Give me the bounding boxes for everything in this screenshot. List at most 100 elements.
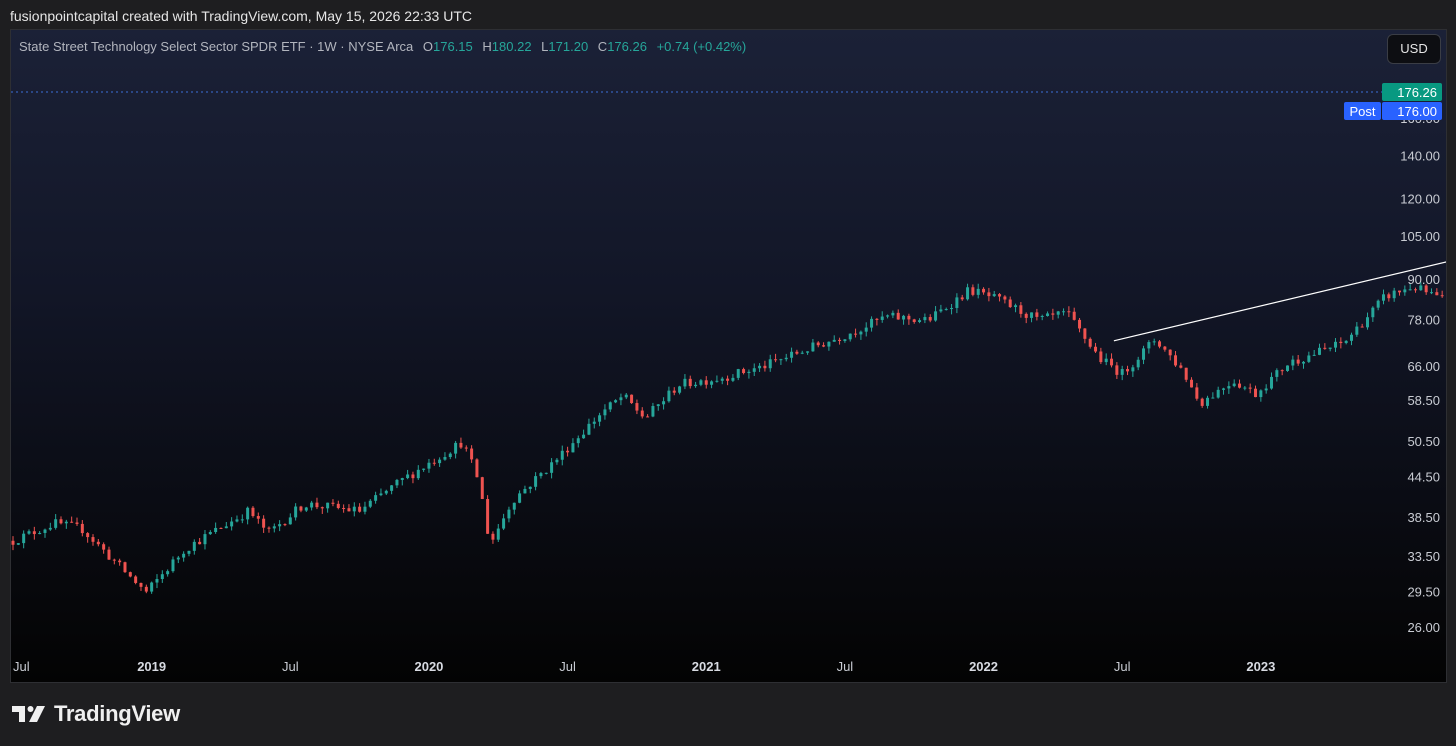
candle-body[interactable] <box>384 490 388 494</box>
candle-body[interactable] <box>251 507 255 517</box>
candle-body[interactable] <box>32 531 36 535</box>
candle-body[interactable] <box>763 365 767 369</box>
candle-body[interactable] <box>800 352 804 354</box>
candle-body[interactable] <box>358 506 362 512</box>
candle-body[interactable] <box>1088 338 1092 347</box>
candle-body[interactable] <box>1040 316 1044 318</box>
candle-body[interactable] <box>1131 367 1135 372</box>
candle-body[interactable] <box>1419 285 1423 291</box>
candle-body[interactable] <box>907 315 911 320</box>
candle-body[interactable] <box>128 572 132 577</box>
candle-body[interactable] <box>1222 388 1226 390</box>
candle-body[interactable] <box>587 423 591 435</box>
candle-body[interactable] <box>363 506 367 512</box>
candle-body[interactable] <box>1019 305 1023 314</box>
candle-body[interactable] <box>1110 358 1114 366</box>
candle-body[interactable] <box>640 410 644 417</box>
candle-body[interactable] <box>523 488 527 494</box>
candle-body[interactable] <box>1344 340 1348 344</box>
candle-body[interactable] <box>208 532 212 535</box>
candle-body[interactable] <box>486 499 490 534</box>
candle-body[interactable] <box>667 390 671 402</box>
candle-body[interactable] <box>427 462 431 469</box>
candle-body[interactable] <box>944 309 948 311</box>
candle-body[interactable] <box>768 359 772 369</box>
candle-body[interactable] <box>795 351 799 354</box>
candle-body[interactable] <box>1083 328 1087 339</box>
candle-body[interactable] <box>507 509 511 519</box>
candle-body[interactable] <box>96 541 100 545</box>
candle-body[interactable] <box>688 378 692 387</box>
candle-body[interactable] <box>331 502 335 504</box>
candle-body[interactable] <box>742 369 746 374</box>
candle-body[interactable] <box>1024 313 1028 318</box>
candle-body[interactable] <box>16 543 20 545</box>
candle-body[interactable] <box>1398 290 1401 293</box>
candle-body[interactable] <box>592 421 596 424</box>
candle-body[interactable] <box>1051 313 1055 315</box>
chart-frame[interactable]: 26.00 29.50 33.50 38.50 44.50 50.50 58.50 66.00… <box>10 29 1447 683</box>
candle-body[interactable] <box>27 531 31 534</box>
candle-body[interactable] <box>1136 359 1140 368</box>
candle-body[interactable] <box>491 533 495 540</box>
candle-body[interactable] <box>1270 376 1274 389</box>
candle-body[interactable] <box>454 442 458 454</box>
candle-body[interactable] <box>848 333 852 340</box>
candle-body[interactable] <box>379 493 383 496</box>
candle-body[interactable] <box>790 351 794 358</box>
candle-body[interactable] <box>571 443 575 453</box>
candlestick-chart[interactable]: 26.00 29.50 33.50 38.50 44.50 50.50 58.50 66.00… <box>11 30 1446 682</box>
candle-body[interactable] <box>1259 390 1263 398</box>
candle-body[interactable] <box>1030 312 1034 318</box>
candle-body[interactable] <box>651 406 655 417</box>
candle-body[interactable] <box>1408 289 1412 291</box>
candle-body[interactable] <box>939 309 943 312</box>
candle-body[interactable] <box>203 534 207 545</box>
candle-body[interactable] <box>1078 319 1082 329</box>
candle-body[interactable] <box>448 453 452 458</box>
candle-body[interactable] <box>1312 354 1316 356</box>
candle-body[interactable] <box>528 486 532 489</box>
candle-body[interactable] <box>774 359 778 361</box>
candle-body[interactable] <box>1003 296 1007 300</box>
candle-body[interactable] <box>86 533 90 538</box>
candle-body[interactable] <box>699 380 703 385</box>
candle-body[interactable] <box>1296 359 1300 364</box>
candle-body[interactable] <box>838 339 842 341</box>
candle-body[interactable] <box>1302 361 1306 364</box>
candle-body[interactable] <box>1366 317 1370 328</box>
candle-body[interactable] <box>475 459 479 478</box>
candle-body[interactable] <box>598 415 602 422</box>
candle-body[interactable] <box>891 312 895 316</box>
candle-body[interactable] <box>1216 389 1220 398</box>
symbol-title[interactable]: State Street Technology Select Sector SP… <box>19 39 414 54</box>
candle-body[interactable] <box>1014 305 1018 308</box>
candle-body[interactable] <box>646 416 650 418</box>
candle-body[interactable] <box>619 397 623 401</box>
candle-body[interactable] <box>966 287 970 300</box>
candle-body[interactable] <box>1376 300 1380 308</box>
candle-body[interactable] <box>704 380 708 385</box>
candle-body[interactable] <box>400 478 404 480</box>
candle-body[interactable] <box>544 472 548 474</box>
candle-body[interactable] <box>566 450 570 453</box>
candle-body[interactable] <box>784 357 788 360</box>
candle-body[interactable] <box>736 369 740 378</box>
candle-body[interactable] <box>230 521 234 527</box>
tradingview-logo[interactable]: TradingView <box>12 700 180 728</box>
candle-body[interactable] <box>390 485 394 491</box>
candle-body[interactable] <box>59 519 63 524</box>
candle-body[interactable] <box>1264 388 1268 391</box>
candle-body[interactable] <box>368 500 372 507</box>
candle-body[interactable] <box>731 377 735 381</box>
candle-body[interactable] <box>246 507 250 520</box>
candle-body[interactable] <box>656 404 660 407</box>
candle-body[interactable] <box>70 521 74 523</box>
candle-body[interactable] <box>166 571 170 575</box>
candle-body[interactable] <box>678 386 682 393</box>
candle-body[interactable] <box>832 339 836 342</box>
candle-body[interactable] <box>1174 355 1178 366</box>
candle-body[interactable] <box>299 506 303 511</box>
candle-body[interactable] <box>80 523 84 534</box>
candle-body[interactable] <box>374 495 378 501</box>
